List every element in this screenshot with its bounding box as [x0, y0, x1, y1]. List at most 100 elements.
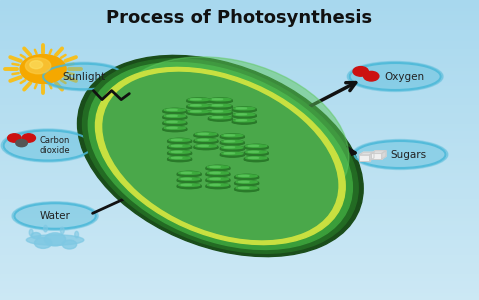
- Bar: [0, 251, 479, 255]
- Ellipse shape: [244, 144, 268, 150]
- Ellipse shape: [181, 178, 192, 179]
- Ellipse shape: [220, 134, 244, 139]
- Ellipse shape: [207, 166, 228, 168]
- Ellipse shape: [88, 62, 353, 250]
- Circle shape: [62, 240, 77, 249]
- Bar: [0, 292, 479, 296]
- Bar: [0, 30, 479, 34]
- Bar: [0, 236, 479, 240]
- Ellipse shape: [171, 139, 182, 140]
- Ellipse shape: [12, 202, 98, 230]
- Circle shape: [8, 134, 21, 142]
- Ellipse shape: [206, 177, 230, 183]
- Ellipse shape: [210, 172, 220, 173]
- Ellipse shape: [168, 138, 192, 144]
- Ellipse shape: [187, 100, 211, 103]
- Bar: [0, 98, 479, 101]
- Ellipse shape: [103, 72, 338, 240]
- Bar: [0, 68, 479, 71]
- Polygon shape: [359, 152, 374, 155]
- Bar: [0, 278, 479, 281]
- Ellipse shape: [44, 225, 47, 232]
- Ellipse shape: [187, 98, 211, 103]
- Bar: [0, 22, 479, 26]
- Bar: [0, 105, 479, 109]
- Ellipse shape: [224, 147, 235, 148]
- Ellipse shape: [235, 177, 259, 179]
- Ellipse shape: [208, 112, 232, 115]
- Bar: [0, 195, 479, 199]
- Bar: [0, 274, 479, 278]
- Ellipse shape: [194, 132, 218, 138]
- Bar: [0, 56, 479, 60]
- Ellipse shape: [206, 165, 230, 171]
- Ellipse shape: [220, 154, 244, 157]
- Ellipse shape: [167, 127, 177, 128]
- Bar: [0, 11, 479, 15]
- Ellipse shape: [239, 175, 249, 176]
- Ellipse shape: [210, 178, 220, 179]
- Ellipse shape: [239, 181, 249, 182]
- Circle shape: [30, 61, 43, 69]
- Bar: [0, 139, 479, 142]
- Ellipse shape: [177, 171, 201, 177]
- Ellipse shape: [188, 110, 209, 113]
- Ellipse shape: [171, 145, 182, 146]
- Ellipse shape: [177, 186, 201, 188]
- Ellipse shape: [235, 174, 259, 180]
- Text: Water: Water: [40, 211, 70, 221]
- Ellipse shape: [164, 115, 185, 117]
- Ellipse shape: [210, 166, 220, 167]
- Bar: [0, 218, 479, 221]
- Circle shape: [353, 67, 368, 76]
- Circle shape: [45, 233, 66, 246]
- Ellipse shape: [26, 235, 84, 245]
- Ellipse shape: [179, 184, 200, 186]
- Ellipse shape: [220, 142, 244, 145]
- Ellipse shape: [168, 153, 192, 155]
- Ellipse shape: [169, 151, 190, 153]
- Ellipse shape: [163, 129, 187, 131]
- Ellipse shape: [235, 186, 259, 192]
- Circle shape: [364, 71, 379, 81]
- Ellipse shape: [232, 109, 256, 112]
- Ellipse shape: [194, 141, 218, 143]
- Ellipse shape: [210, 110, 231, 113]
- Bar: [0, 165, 479, 169]
- Ellipse shape: [171, 157, 182, 158]
- Ellipse shape: [163, 111, 187, 113]
- Ellipse shape: [191, 99, 201, 100]
- Ellipse shape: [177, 177, 201, 183]
- Ellipse shape: [236, 114, 247, 115]
- Ellipse shape: [95, 68, 345, 244]
- Bar: [0, 109, 479, 112]
- Ellipse shape: [352, 140, 448, 169]
- Bar: [0, 41, 479, 45]
- Ellipse shape: [163, 120, 187, 126]
- Ellipse shape: [207, 178, 228, 180]
- Bar: [0, 225, 479, 229]
- Ellipse shape: [188, 104, 209, 107]
- Bar: [0, 188, 479, 191]
- Bar: [0, 52, 479, 56]
- Ellipse shape: [168, 159, 192, 161]
- Bar: [0, 150, 479, 154]
- Ellipse shape: [208, 106, 232, 109]
- Ellipse shape: [224, 135, 235, 136]
- Bar: [0, 135, 479, 139]
- Ellipse shape: [347, 61, 443, 92]
- Ellipse shape: [163, 126, 187, 132]
- Ellipse shape: [191, 111, 201, 112]
- Bar: [0, 285, 479, 289]
- Ellipse shape: [244, 159, 268, 161]
- Ellipse shape: [163, 123, 187, 125]
- Bar: [0, 60, 479, 64]
- Bar: [0, 206, 479, 210]
- Ellipse shape: [220, 140, 244, 145]
- Ellipse shape: [169, 157, 190, 159]
- Bar: [0, 221, 479, 225]
- Ellipse shape: [232, 113, 256, 118]
- Bar: [0, 191, 479, 195]
- Bar: [0, 232, 479, 236]
- Bar: [0, 79, 479, 83]
